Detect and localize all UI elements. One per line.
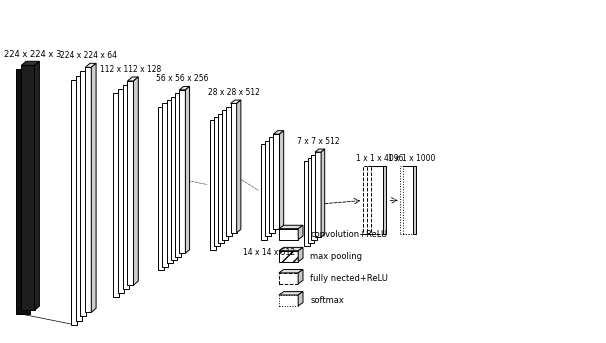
Polygon shape (279, 273, 298, 284)
Polygon shape (311, 155, 318, 240)
Polygon shape (279, 251, 298, 262)
Polygon shape (279, 229, 298, 239)
Polygon shape (298, 225, 303, 239)
Polygon shape (214, 117, 220, 246)
Polygon shape (273, 131, 284, 134)
Polygon shape (321, 149, 325, 237)
Text: 1 x 1 x 4096: 1 x 1 x 4096 (356, 154, 404, 163)
Polygon shape (222, 110, 228, 239)
Polygon shape (269, 138, 275, 233)
Polygon shape (113, 93, 119, 297)
Text: 112 x 112 x 128: 112 x 112 x 128 (100, 64, 161, 73)
Polygon shape (279, 295, 298, 306)
Polygon shape (315, 152, 321, 237)
Polygon shape (399, 166, 409, 235)
Polygon shape (122, 85, 128, 289)
Polygon shape (21, 66, 35, 310)
Polygon shape (364, 166, 375, 235)
Polygon shape (16, 69, 30, 315)
Polygon shape (279, 225, 303, 229)
Polygon shape (179, 86, 190, 90)
Polygon shape (85, 63, 96, 67)
Polygon shape (261, 144, 267, 239)
Polygon shape (304, 161, 310, 246)
Text: 1 x 1 x 1000: 1 x 1 x 1000 (388, 154, 435, 163)
Polygon shape (127, 77, 138, 81)
Polygon shape (35, 61, 39, 310)
Polygon shape (273, 134, 279, 229)
Polygon shape (227, 107, 233, 236)
Polygon shape (118, 89, 124, 293)
Polygon shape (231, 100, 241, 104)
Polygon shape (279, 131, 284, 229)
Polygon shape (127, 81, 133, 285)
Text: 14 x 14 x 512: 14 x 14 x 512 (243, 248, 295, 257)
Polygon shape (171, 97, 177, 260)
Text: 28 x 28 x 512: 28 x 28 x 512 (208, 88, 259, 97)
Polygon shape (298, 247, 303, 262)
Polygon shape (158, 107, 164, 270)
Text: 224 x 224 x 3: 224 x 224 x 3 (4, 50, 62, 59)
Polygon shape (81, 71, 87, 317)
Polygon shape (237, 100, 241, 233)
Polygon shape (71, 80, 77, 324)
Text: 7 x 7 x 512: 7 x 7 x 512 (297, 137, 339, 146)
Polygon shape (403, 166, 413, 235)
Polygon shape (413, 166, 416, 235)
Polygon shape (210, 120, 216, 250)
Text: softmax: softmax (310, 296, 344, 305)
Polygon shape (162, 104, 168, 267)
Polygon shape (167, 100, 173, 263)
Polygon shape (370, 166, 382, 235)
Polygon shape (76, 75, 82, 320)
Polygon shape (85, 67, 92, 312)
Polygon shape (231, 104, 237, 233)
Polygon shape (382, 166, 386, 235)
Polygon shape (315, 149, 325, 152)
Text: max pooling: max pooling (310, 252, 362, 261)
Polygon shape (92, 63, 96, 312)
Polygon shape (279, 292, 303, 295)
Text: fully nected+ReLU: fully nected+ReLU (310, 274, 388, 283)
Polygon shape (308, 158, 314, 243)
Polygon shape (298, 270, 303, 284)
Polygon shape (265, 141, 271, 236)
Polygon shape (367, 166, 379, 235)
Polygon shape (133, 77, 138, 285)
Polygon shape (279, 247, 303, 251)
Polygon shape (185, 86, 190, 253)
Text: 224 x 224 x 64: 224 x 224 x 64 (60, 51, 117, 60)
Polygon shape (21, 61, 39, 66)
Polygon shape (175, 93, 181, 257)
Polygon shape (179, 90, 185, 253)
Polygon shape (218, 114, 224, 243)
Text: convolution+ReLU: convolution+ReLU (310, 229, 387, 239)
Text: 56 x 56 x 256: 56 x 56 x 256 (156, 74, 208, 83)
Polygon shape (279, 270, 303, 273)
Polygon shape (298, 292, 303, 306)
